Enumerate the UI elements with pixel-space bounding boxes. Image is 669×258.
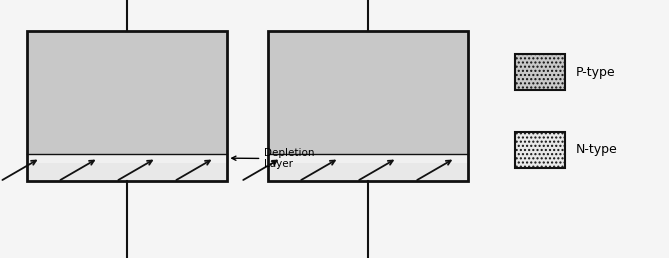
Bar: [515, 54, 565, 90]
Bar: [27, 163, 227, 181]
Bar: [268, 163, 468, 181]
Text: P-type: P-type: [575, 66, 615, 79]
Text: N-type: N-type: [575, 143, 617, 156]
Bar: [268, 31, 468, 154]
Bar: [515, 132, 565, 168]
Text: Depletion
Layer: Depletion Layer: [231, 148, 314, 170]
Bar: [268, 31, 468, 181]
Bar: [27, 31, 227, 154]
Bar: [27, 154, 227, 163]
Bar: [268, 154, 468, 163]
Bar: [27, 31, 227, 181]
